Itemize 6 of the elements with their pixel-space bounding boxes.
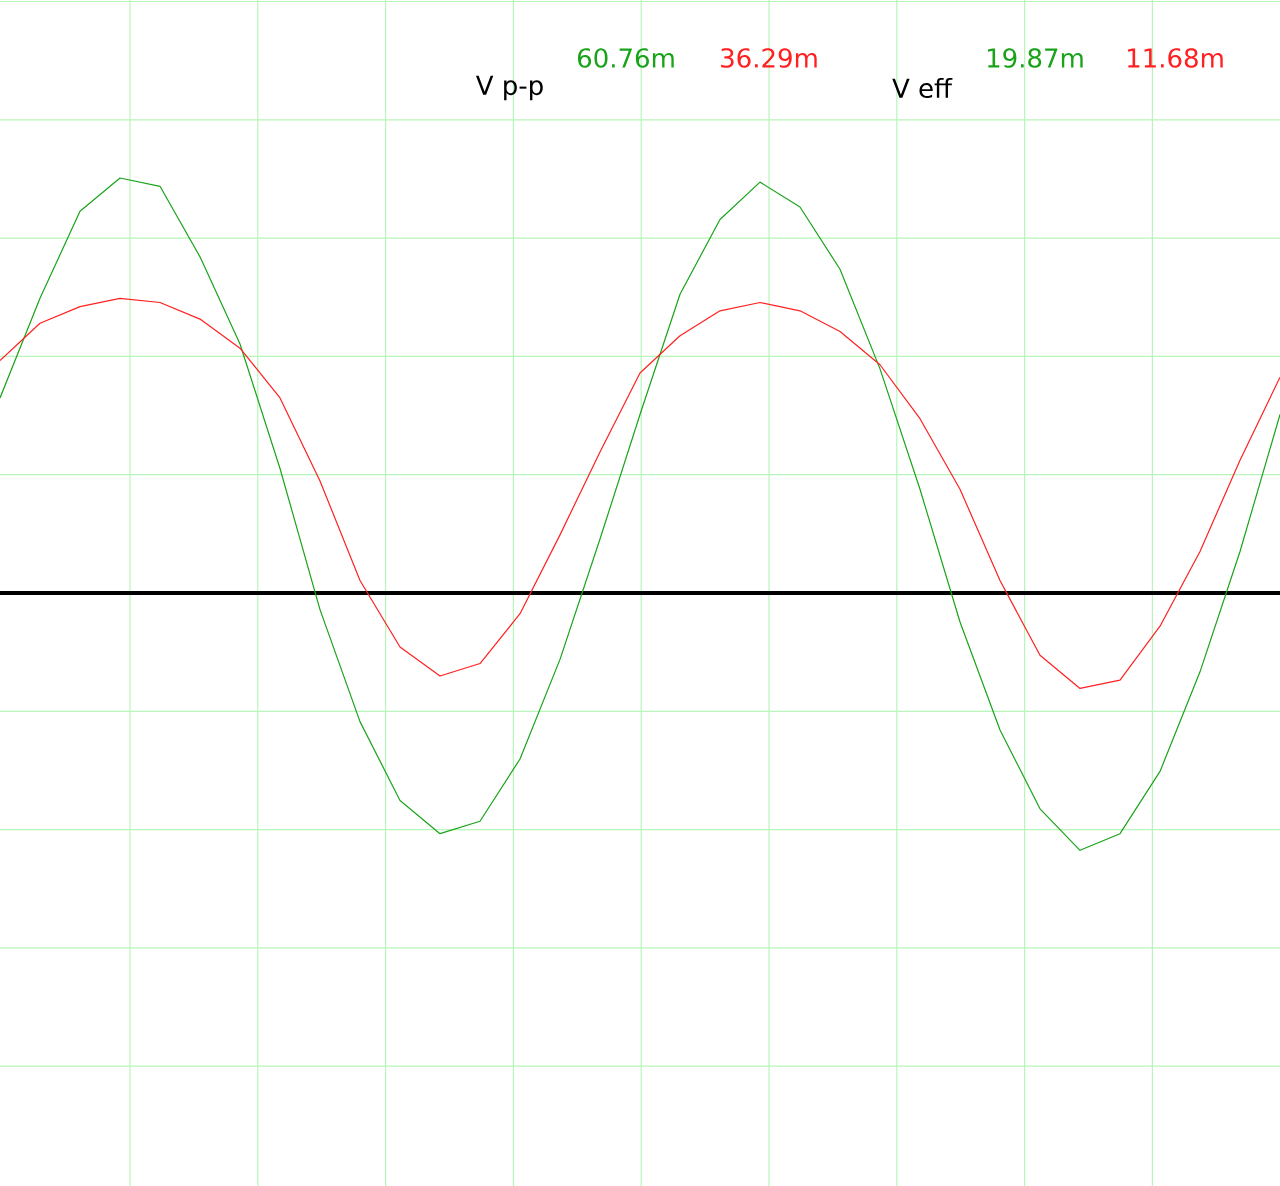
- text: 36.29m: [721, 48, 817, 68]
- text: V p-p: [475, 75, 543, 101]
- text: 19.87m: [987, 48, 1083, 68]
- text: 11.68m: [1128, 48, 1223, 68]
- text: V eff: [892, 77, 953, 99]
- text: 60.76m: [577, 48, 674, 68]
